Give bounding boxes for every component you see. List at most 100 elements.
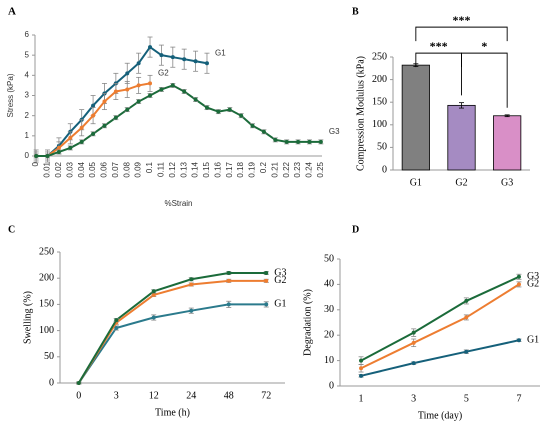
point [226,270,231,275]
x-tick-label: 72 [261,390,271,401]
point [45,154,50,158]
point [91,131,96,136]
series-line [77,271,267,384]
point [91,113,96,118]
point [125,71,130,76]
point [114,318,119,323]
point [193,97,198,102]
y-tick-label: 250 [39,246,54,257]
point [464,349,469,354]
panel-letter: A [8,6,16,18]
series-line [360,283,520,370]
point [34,154,39,158]
point [239,113,244,118]
x-tick-label: 0.16 [213,161,222,177]
point [411,330,416,335]
x-tick-label: 0.18 [236,161,245,177]
series-label: G3 [274,267,286,278]
point [113,115,118,120]
x-tick-label: 0.04 [77,161,86,177]
series-line [77,279,267,384]
point [136,99,141,104]
point [159,53,164,58]
significance-label: *** [453,13,471,27]
point [464,315,469,320]
y-tick-label: 0 [25,151,30,160]
y-tick-label: 3 [25,91,30,100]
x-tick-label: 0.17 [225,161,234,177]
x-tick-label: 7 [516,393,521,404]
y-axis-label: Stress (kPa) [6,73,15,117]
point [411,340,416,345]
point [148,93,153,98]
point [91,103,96,108]
x-tick-label: 0.2 [259,161,268,173]
y-tick-label: 20 [324,329,334,340]
y-tick-label: 5 [25,50,30,59]
x-tick-label: 0 [76,390,81,401]
y-tick-label: 50 [377,142,387,153]
panel-letter: D [352,224,359,235]
point [182,89,187,94]
point [359,358,364,363]
series-label: G2 [527,279,539,290]
x-tick-label: 3 [114,390,119,401]
series-line [77,303,267,384]
series-label: G2 [274,275,286,286]
y-axis-label: Degradation (%) [302,289,313,356]
y-tick-label: 50 [324,253,334,264]
point [189,282,194,287]
x-tick-label: 1 [359,393,364,404]
point [68,135,73,140]
x-tick-label: 0.01 [43,161,52,177]
x-axis-label: Time (h) [155,407,190,418]
point [250,123,255,128]
point [264,270,269,275]
point [125,107,130,112]
panel: D 0 10 20 30 40 50 1 3 5 7 Degradation (%) Time (day… [302,224,540,421]
series-line [360,339,520,377]
point [284,139,289,144]
point [68,145,73,150]
point [359,373,364,378]
point [193,59,198,64]
point [226,302,231,307]
x-tick-label: 0.09 [134,161,143,177]
point [204,61,209,66]
x-tick-label: 5 [464,393,469,404]
point [264,278,269,283]
x-tick-label: 0.08 [122,161,131,177]
series-label: G1 [215,48,226,57]
significance-bracket [461,52,508,108]
series-line [36,45,208,157]
point [170,55,175,60]
x-tick-label: 12 [149,390,159,401]
point [411,361,416,366]
x-tick-label: 0.07 [111,161,120,177]
x-tick-label: 0.02 [54,161,63,177]
x-tick-label: G3 [501,177,513,188]
point [136,61,141,66]
significance-bracket [415,26,508,42]
x-tick-label: 0.14 [191,161,200,177]
x-tick-label: 0.19 [248,161,257,177]
point [151,292,156,297]
x-tick-label: 0.22 [282,161,291,177]
y-tick-label: 4 [25,70,30,79]
point [102,99,107,104]
y-tick-label: 10 [324,355,334,366]
series-label: G3 [329,127,340,136]
y-tick-label: 150 [39,299,54,310]
x-tick-label: 0.03 [65,161,74,177]
panel-letter: C [8,224,15,235]
point [307,139,312,144]
point [273,137,278,142]
x-tick-label: 0.13 [179,161,188,177]
panel: C 0 50 100 150 200 250 0 3 12 24 48 72 Swelling (%) Ti… [8,224,286,418]
bar [401,64,430,171]
panel-letter: B [352,6,359,17]
y-tick-label: 2 [25,111,30,120]
series-label: G2 [158,69,169,78]
point [464,298,469,303]
